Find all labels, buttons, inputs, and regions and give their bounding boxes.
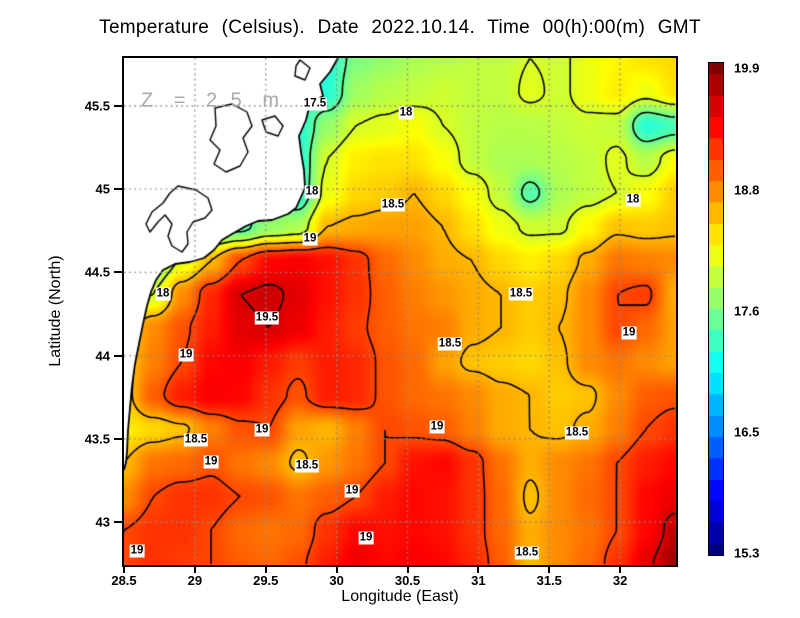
contour-label: 19 bbox=[358, 531, 374, 545]
contour-label: 19 bbox=[429, 420, 445, 434]
contour-label: 19.5 bbox=[254, 311, 280, 325]
colorbar-canvas bbox=[709, 63, 723, 555]
contour-label: 19 bbox=[344, 484, 360, 498]
colorbar bbox=[708, 62, 724, 556]
y-tick-label: 45 bbox=[95, 181, 110, 197]
x-tick-label: 29.5 bbox=[253, 573, 279, 588]
contour-label: 19 bbox=[621, 326, 637, 340]
x-tick-label: 30 bbox=[329, 573, 344, 588]
contour-label: 19 bbox=[254, 423, 270, 437]
colorbar-tick-label: 18.8 bbox=[734, 182, 760, 198]
figure-title: Temperature (Celsius). Date 2022.10.14. … bbox=[99, 17, 701, 38]
x-tick-mark bbox=[264, 567, 267, 573]
x-tick-mark bbox=[335, 567, 338, 573]
y-tick-label: 44 bbox=[95, 348, 110, 364]
x-tick-label: 28.5 bbox=[111, 573, 137, 588]
x-tick-mark bbox=[193, 567, 196, 573]
contour-label: 18.5 bbox=[564, 426, 590, 440]
depth-annotation: Z = 2.5 m bbox=[140, 89, 284, 112]
y-tick-label: 45.5 bbox=[84, 98, 110, 114]
contour-label: 18.5 bbox=[380, 198, 406, 212]
x-tick-label: 30.5 bbox=[394, 573, 421, 588]
x-tick-label: 32 bbox=[612, 573, 628, 588]
contour-label: 18 bbox=[155, 287, 171, 301]
y-tick-mark bbox=[114, 188, 122, 191]
y-axis-label: Latitude (North) bbox=[47, 255, 64, 367]
x-tick-label: 31 bbox=[471, 573, 486, 588]
contour-label: 19 bbox=[302, 232, 318, 246]
colorbar-tick-label: 16.5 bbox=[734, 424, 760, 440]
contour-label: 18 bbox=[625, 193, 641, 207]
x-tick-label: 31.5 bbox=[536, 573, 562, 588]
x-tick-mark bbox=[123, 567, 125, 573]
x-tick-mark bbox=[406, 567, 409, 573]
colorbar-tick-label: 15.3 bbox=[734, 545, 760, 561]
y-tick-mark bbox=[114, 437, 122, 440]
colorbar-tick-label: 17.6 bbox=[734, 303, 760, 319]
y-tick-mark bbox=[114, 271, 122, 274]
contour-label: 19 bbox=[129, 544, 145, 558]
y-tick-label: 43 bbox=[95, 514, 110, 530]
contour-label: 17.5 bbox=[302, 97, 328, 111]
contour-label: 18.5 bbox=[294, 459, 320, 473]
x-tick-mark bbox=[477, 567, 480, 573]
y-tick-label: 43.5 bbox=[84, 431, 110, 447]
contour-label: 18 bbox=[304, 185, 320, 199]
y-tick-mark bbox=[114, 354, 122, 357]
y-tick-mark bbox=[114, 521, 122, 524]
contour-label: 18.5 bbox=[183, 433, 209, 447]
contour-label: 18 bbox=[398, 106, 414, 120]
temperature-heatmap-canvas bbox=[124, 58, 676, 565]
contour-label: 18.5 bbox=[508, 287, 534, 301]
x-axis-label: Longitude (East) bbox=[341, 588, 459, 605]
map-plot-area: 17.5 18 18 18.5 18 19 18 18.5 19.5 19 19 18.5 19 19 18… bbox=[122, 56, 678, 567]
x-tick-label: 29 bbox=[187, 573, 203, 588]
contour-label: 19 bbox=[203, 455, 219, 469]
y-tick-label: 44.5 bbox=[84, 264, 110, 280]
colorbar-tick-label: 19.9 bbox=[734, 60, 760, 76]
x-tick-mark bbox=[548, 567, 551, 573]
contour-label: 19 bbox=[178, 348, 194, 362]
y-tick-mark bbox=[114, 104, 122, 107]
contour-label: 18.5 bbox=[437, 337, 463, 351]
x-tick-mark bbox=[619, 567, 622, 573]
contour-label: 18.5 bbox=[514, 546, 540, 560]
